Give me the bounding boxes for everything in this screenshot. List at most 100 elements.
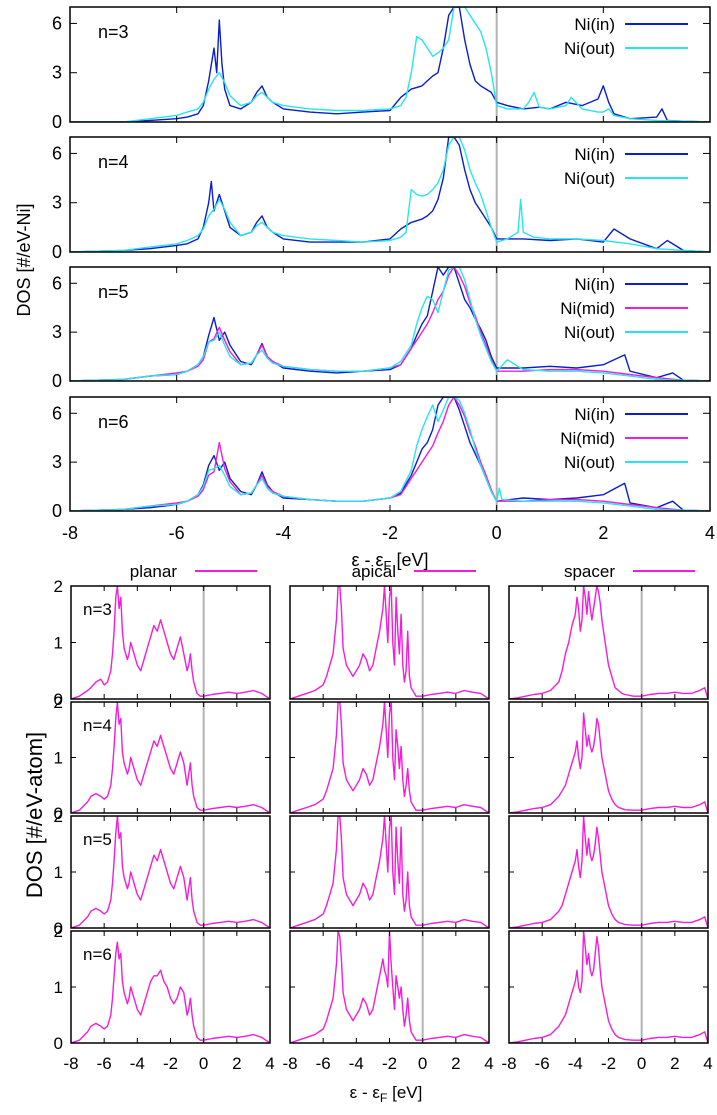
panel-planar-n=3: 0 1 2 n=3 [54,577,271,709]
panel-spacer-n=5 [508,815,709,929]
series-line-planar [71,816,270,928]
y-tick-label: 6 [52,143,62,163]
x-tick-label: -6 [97,1054,112,1073]
panel-label: n=5 [83,830,112,849]
x-tick-label: -4 [275,523,291,543]
panel-spacer-n=3 [508,585,709,700]
legend-entry-label: Ni(out) [564,169,615,188]
x-tick-label: -2 [382,1054,397,1073]
y-tick-label: 0 [54,690,63,709]
panel-planar-n=6: 012-8 -6 -4 -2 0 2 4n=6 [54,922,275,1073]
x-tick-label: -8 [62,523,78,543]
legend-entry-label: Ni(out) [564,453,615,472]
series-line-planar [71,941,270,1043]
x-tick-label: 4 [705,523,715,543]
bottom-x-axis-label: ε - εF [eV] [350,1083,423,1105]
panel-frame [508,585,709,700]
y-tick-label: 1 [54,863,63,882]
top-y-axis-label: DOS [#/eV-Ni] [14,203,34,316]
legend-entry-label: Ni(mid) [560,429,615,448]
x-tick-label: -6 [169,523,185,543]
y-tick-label: 0 [52,501,62,521]
series-line-spacer [509,816,708,928]
legend-entry-label: Ni(in) [574,275,615,294]
series-line-apical [290,931,489,1043]
y-tick-label: 2 [54,922,63,941]
x-tick-label: 2 [670,1054,679,1073]
x-tick-label: -8 [63,1054,78,1073]
y-tick-label: 6 [52,403,62,423]
series-line-Ni(in) [70,7,710,122]
panel-frame [508,815,709,929]
y-tick-label: 0 [52,371,62,391]
x-tick-label: 4 [265,1054,274,1073]
y-tick-label: 1 [54,978,63,997]
series-line-Ni(out) [70,137,710,252]
y-tick-label: 6 [52,273,62,293]
panel-frame [508,701,709,814]
panel-frame [508,930,709,1044]
x-tick-label: -6 [316,1054,331,1073]
panel-label: n=6 [83,945,112,964]
x-tick-label: 0 [199,1054,208,1073]
series-line-apical [290,702,489,813]
x-tick-label: 2 [232,1054,241,1073]
y-tick-label: 0 [54,919,63,938]
y-tick-label: 3 [52,63,62,83]
series-line-planar [71,702,270,813]
x-tick-label: 0 [418,1054,427,1073]
panel-label: n=4 [98,152,129,172]
panel-planar-n=5: 0 1 2 n=5 [54,807,271,938]
legend-entry-label: Ni(mid) [560,299,615,318]
column-title: spacer [564,562,615,581]
x-tick-label: 2 [451,1054,460,1073]
series-line-apical [290,586,489,699]
y-tick-label: 0 [54,1034,63,1053]
y-tick-label: 2 [54,693,63,712]
bottom-y-axis-label: DOS [#/eV-atom] [22,732,47,898]
x-tick-label: 4 [703,1054,712,1073]
series-line-planar [71,586,270,699]
y-tick-label: 3 [52,193,62,213]
legend-entry-label: Ni(in) [574,15,615,34]
x-tick-label: 2 [598,523,608,543]
y-tick-label: 0 [52,242,62,262]
y-tick-label: 0 [54,804,63,823]
panel-planar-n=4: 0 1 2 n=4 [54,693,271,823]
panel-apical-n=6: -8 -6 -4 -2 0 2 4 [282,930,494,1073]
panel-label: n=3 [83,600,112,619]
top-panel-n=4: 0 3 6 n=4 Ni(in) Ni(out) [52,136,711,262]
series-line-Ni(out) [70,397,710,511]
y-tick-label: 1 [54,749,63,768]
x-tick-label: -8 [501,1054,516,1073]
legend-entry-label: Ni(in) [574,145,615,164]
x-tick-label: 0 [637,1054,646,1073]
top-panel-n=6: 0 3 6 n=6 Ni(in) Ni(mid) Ni(out) [52,396,711,521]
x-tick-label: -6 [535,1054,550,1073]
y-tick-label: 6 [52,13,62,33]
series-line-Ni(in) [70,267,710,381]
y-tick-label: 2 [54,807,63,826]
series-line-Ni(out) [70,7,710,122]
panel-label: n=3 [98,22,129,42]
top-panel-n=3: 0 3 6 n=3 Ni(in) Ni(out) [52,6,711,132]
series-line-spacer [509,586,708,699]
x-tick-label: -2 [601,1054,616,1073]
panel-apical-n=4 [289,701,490,814]
y-tick-label: 0 [52,112,62,132]
series-line-spacer [509,931,708,1043]
x-tick-label: -8 [282,1054,297,1073]
series-line-Ni(in) [70,137,710,252]
x-tick-label: -2 [382,523,398,543]
panel-spacer-n=6: -8 -6 -4 -2 0 2 4 [501,930,713,1073]
series-line-spacer [509,712,708,813]
y-tick-label: 3 [52,452,62,472]
series-line-apical [290,816,489,928]
series-line-Ni(out) [70,267,710,381]
legend-entry-label: Ni(out) [564,39,615,58]
panel-label: n=5 [98,282,129,302]
y-tick-label: 1 [54,634,63,653]
legend-entry-label: Ni(out) [564,323,615,342]
x-tick-label: -4 [349,1054,364,1073]
